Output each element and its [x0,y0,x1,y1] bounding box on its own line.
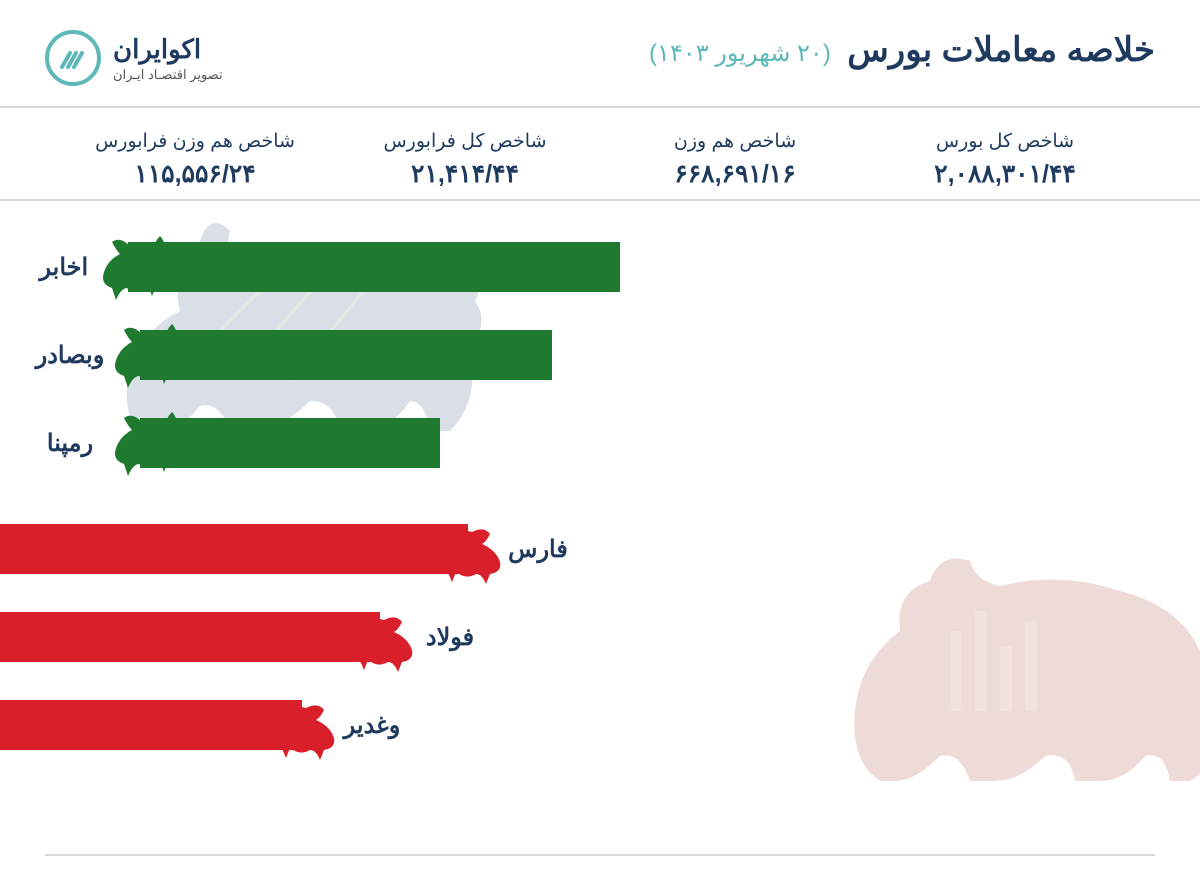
loser-row-3: وغدیر [0,689,1200,761]
page-date: (۲۰ شهریور ۱۴۰۳) [649,40,831,67]
gainer-bar-1 [128,242,620,292]
index-total-bourse: شاخص کل بورس ۲,۰۸۸,۳۰۱/۴۴ [870,130,1140,189]
loser-row-2: فولاد [0,601,1200,673]
logo-icon [45,30,101,86]
bear-head-icon [428,512,510,586]
title-block: خلاصه معاملات بورس (۲۰ شهریور ۱۴۰۳) [649,30,1155,70]
footer-divider [45,854,1155,856]
header: خلاصه معاملات بورس (۲۰ شهریور ۱۴۰۳) اکوا… [0,0,1200,108]
logo-tagline: تصویر اقتصـاد ایـران [113,67,223,83]
logo: اکوایران تصویر اقتصـاد ایـران [45,30,223,86]
gainer-row-1: اخابر [0,231,1200,303]
gainer-row-3: رمپنا [0,407,1200,479]
logo-name: اکوایران [113,34,223,65]
loser-bar-1 [0,524,468,574]
bars-container: اخابر وبصادر رمپنا [0,231,1200,761]
gainer-bar-2 [140,330,552,380]
loser-bar-3 [0,700,302,750]
bull-head-icon [102,314,182,394]
index-equal-weight: شاخص هم وزن ۶۶۸,۶۹۱/۱۶ [600,130,870,189]
bear-head-icon [262,688,344,762]
bear-head-icon [340,600,422,674]
chart-area: اخابر وبصادر رمپنا [0,201,1200,801]
loser-row-1: فارس [0,513,1200,585]
page-title: خلاصه معاملات بورس [847,31,1155,69]
gainer-row-2: وبصادر [0,319,1200,391]
bull-head-icon [102,402,182,482]
gainer-bar-3 [140,418,440,468]
loser-bar-2 [0,612,380,662]
bull-head-icon [90,226,170,306]
